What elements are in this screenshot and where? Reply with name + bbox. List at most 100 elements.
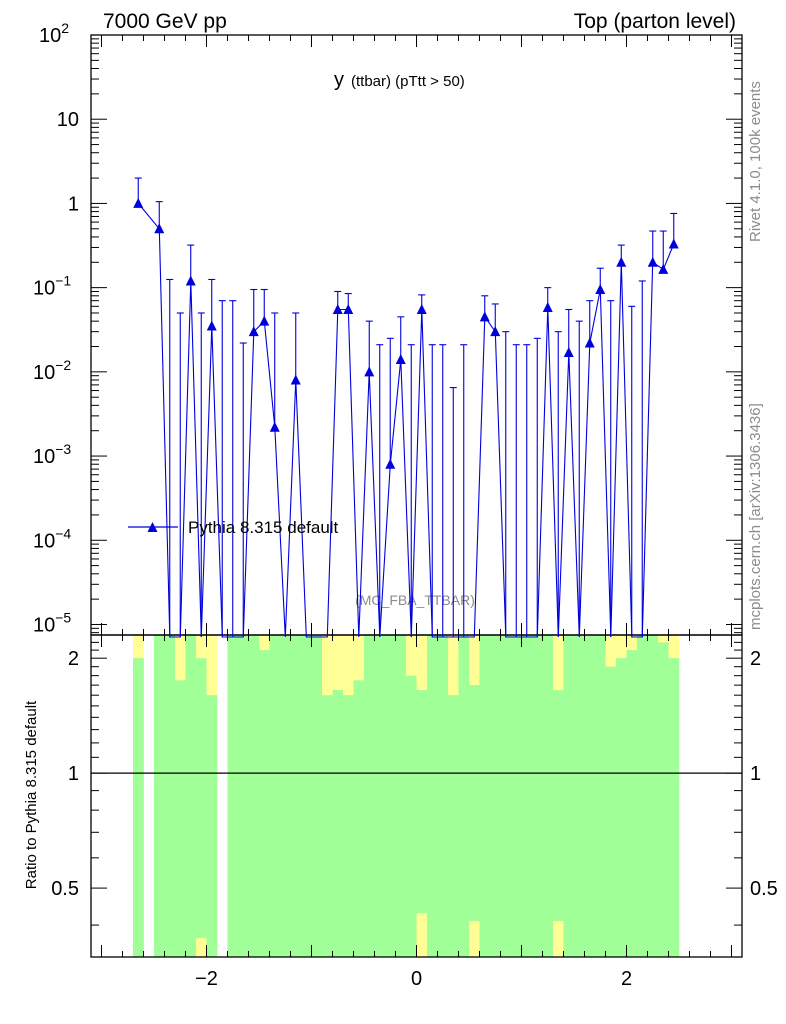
plot-title-sub: (ttbar) (pTtt > 50) (351, 73, 465, 90)
data-series (133, 177, 679, 638)
data-point (154, 223, 165, 234)
ratio-band-inner (175, 680, 186, 957)
data-point (385, 458, 396, 469)
data-point (542, 302, 553, 313)
main-y-tick-label: 10 (57, 109, 79, 131)
data-point (658, 263, 669, 274)
data-point (185, 275, 196, 286)
ratio-y-axis-label: Ratio to Pythia 8.315 default (23, 700, 40, 889)
ratio-band-inner (416, 690, 428, 914)
ratio-band-inner (290, 635, 302, 957)
ratio-band-inner (500, 635, 512, 957)
ratio-band-inner (364, 635, 375, 957)
x-tick-label: 2 (621, 968, 632, 990)
ratio-band-inner (574, 635, 585, 957)
ratio-bands (133, 635, 680, 957)
ratio-band-inner (521, 635, 533, 957)
legend: Pythia 8.315 default (128, 518, 339, 537)
ratio-y-tick-label-right: 2 (750, 648, 761, 670)
process-label: Top (parton level) (574, 10, 736, 33)
ratio-band-inner (353, 680, 365, 957)
data-point (668, 238, 679, 249)
main-y-tick-label: 10−5 (33, 609, 71, 636)
ratio-band-inner (259, 650, 270, 957)
data-point (290, 374, 301, 385)
main-y-tick-label: 102 (39, 20, 69, 47)
data-point (595, 284, 606, 295)
ratio-band-inner (553, 690, 564, 922)
ratio-band-inner (332, 690, 344, 957)
ratio-band-inner (385, 635, 396, 957)
ratio-band-inner (301, 635, 312, 957)
ratio-band-inner (185, 635, 197, 957)
ratio-band-inner (238, 635, 249, 957)
main-frame (90, 34, 743, 636)
data-point (332, 303, 343, 314)
data-point (416, 303, 427, 314)
ratio-band-inner (658, 642, 669, 957)
data-point (563, 346, 574, 357)
x-tick-label: 0 (411, 968, 422, 990)
data-point (269, 421, 280, 432)
analysis-watermark: (MC_FBA_TTBAR) (355, 592, 475, 608)
data-point (259, 315, 270, 326)
ratio-band-inner (343, 695, 354, 957)
ratio-y-tick-label-right: 0.5 (750, 878, 778, 900)
data-point (584, 337, 595, 348)
ratio-band-inner (227, 635, 239, 957)
ratio-band-inner (490, 635, 501, 957)
ratio-band-inner (437, 635, 449, 957)
data-point (647, 256, 658, 267)
ratio-band-inner (647, 635, 659, 957)
ratio-band-inner (395, 635, 407, 957)
ratio-band-inner (133, 658, 144, 957)
ratio-band-inner (458, 635, 470, 957)
ratio-band-inner (248, 635, 260, 957)
ratio-band-inner (563, 635, 575, 957)
x-tick-label: −2 (195, 968, 218, 990)
ratio-band-inner (479, 635, 491, 957)
ratio-band-inner (206, 695, 218, 957)
data-point (343, 303, 354, 314)
main-y-tick-label: 10−3 (33, 441, 71, 468)
ratio-band-inner (280, 635, 291, 957)
ratio-band-inner (374, 635, 386, 957)
ratio-band-inner (469, 685, 480, 922)
mcplots-label: mcplots.cern.ch [arXiv:1306.3436] (747, 403, 764, 630)
data-point (248, 326, 259, 337)
ratio-band-inner (154, 635, 165, 957)
main-y-tick-label: 1 (68, 193, 79, 215)
ratio-band-inner (406, 675, 417, 957)
plot-title-main: y (334, 69, 344, 91)
ratio-y-tick-label-right: 1 (750, 763, 761, 785)
main-y-tick-label: 10−2 (33, 357, 71, 384)
ratio-band-inner (605, 666, 617, 957)
data-point (364, 366, 375, 377)
ratio-band-inner (532, 635, 543, 957)
ratio-y-tick-label: 2 (68, 648, 79, 670)
series-line (137, 203, 675, 638)
data-point (616, 256, 627, 267)
ratio-band-inner (448, 695, 459, 957)
data-point (479, 311, 490, 322)
energy-label: 7000 GeV pp (103, 10, 227, 33)
ratio-band-inner (269, 635, 281, 957)
legend-label: Pythia 8.315 default (188, 518, 339, 537)
data-point (206, 320, 217, 331)
ratio-band-inner (668, 658, 680, 957)
legend-marker (147, 522, 158, 532)
rivet-label: Rivet 4.1.0, 100k events (747, 81, 764, 242)
data-point (395, 354, 406, 365)
ratio-band-inner (595, 635, 606, 957)
ratio-band-inner (427, 635, 438, 957)
data-point (490, 326, 501, 337)
ratio-band-inner (637, 635, 648, 957)
ratio-y-tick-label: 1 (68, 763, 79, 785)
ratio-y-tick-label: 0.5 (51, 878, 79, 900)
main-axes: 10−5 10−4 10−3 10−2 10−1 1 10 102 (33, 20, 743, 636)
ratio-band-inner (164, 635, 176, 957)
ratio-band-inner (311, 635, 323, 957)
ratio-band-inner (584, 635, 596, 957)
main-y-tick-label: 10−4 (33, 525, 71, 552)
